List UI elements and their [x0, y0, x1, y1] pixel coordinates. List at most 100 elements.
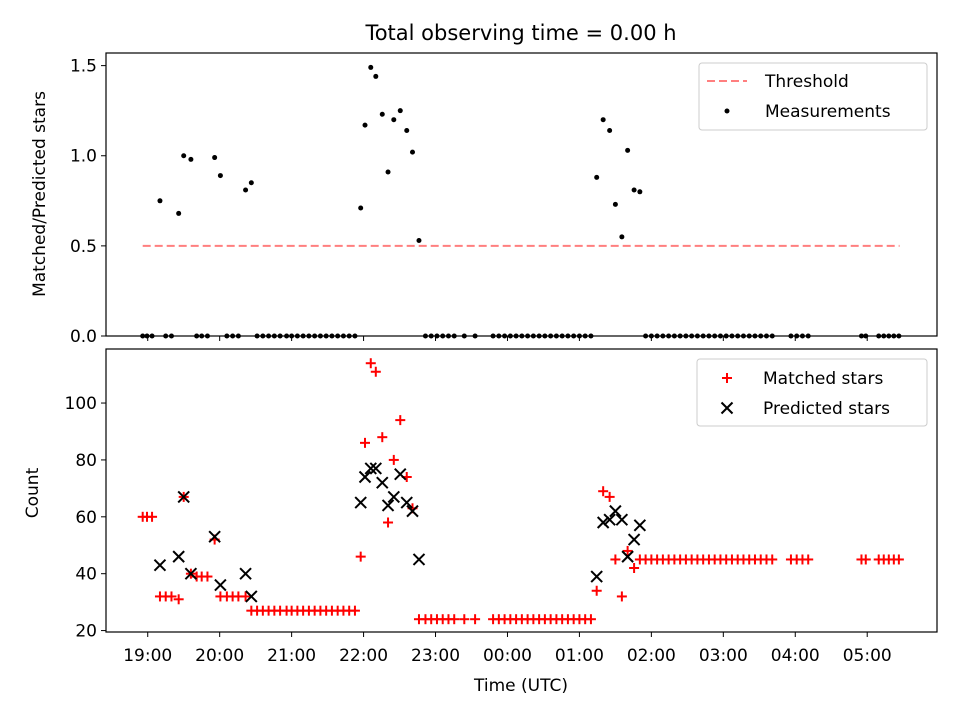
predicted-star-point: [358, 470, 372, 484]
predicted-star-point: [627, 533, 641, 546]
bottom-y-ticks: 20 40 60 80 100: [65, 394, 106, 642]
measurement-point: [312, 333, 318, 339]
predicted-star-point: [621, 550, 634, 563]
x-tick-label: 03:00: [699, 646, 748, 666]
x-b: [609, 504, 622, 518]
measurement-point: [519, 333, 525, 339]
matched-star-point: [860, 554, 871, 565]
measurement-point: [440, 333, 446, 339]
chart-title: Total observing time = 0.00 h: [364, 21, 676, 45]
x-b: [153, 558, 167, 572]
measurement-point: [858, 333, 864, 339]
x-axis-label: Time (UTC): [473, 676, 568, 696]
x-b: [376, 476, 389, 489]
x-b: [596, 516, 610, 529]
measurement-point: [502, 333, 508, 339]
y-tick-label: 1.0: [70, 147, 97, 167]
x-b: [358, 470, 372, 484]
x-b: [369, 462, 383, 475]
measurement-point: [588, 333, 594, 339]
measurement-point: [199, 333, 205, 339]
measurement-point: [677, 333, 683, 339]
matched-star-point: [622, 545, 633, 556]
predicted-star-point: [153, 558, 167, 572]
measurement-point: [876, 333, 882, 339]
measurement-point: [643, 333, 649, 339]
measurement-point: [594, 174, 600, 180]
matched-star-point: [383, 517, 394, 528]
measurement-point: [204, 333, 210, 339]
matched-star-point: [598, 486, 609, 497]
measurement-point: [536, 333, 542, 339]
matched-star-point: [591, 585, 602, 596]
y-tick-label: 0.0: [70, 327, 97, 347]
measurement-point: [740, 333, 746, 339]
measurement-point: [507, 333, 513, 339]
measurement-point: [428, 333, 434, 339]
measurement-point: [559, 333, 565, 339]
measurement-point: [553, 333, 559, 339]
measurement-point: [530, 333, 536, 339]
measurement-point: [266, 333, 272, 339]
measurement-point: [284, 333, 290, 339]
bottom-plot-frame: [105, 348, 938, 633]
predicted-star-point: [364, 462, 377, 475]
x-b: [406, 504, 419, 518]
legend-predicted-swatch: [720, 401, 734, 415]
predicted-star-point: [394, 467, 407, 481]
measurement-point: [706, 333, 712, 339]
measurement-point: [712, 333, 718, 339]
bottom-x-ticks: 19:00 20:00 21:00 22:00 23:00 00:00 01:00 02:00…: [123, 632, 892, 666]
measurement-point: [788, 333, 794, 339]
x-b: [387, 490, 400, 504]
measurement-point: [391, 117, 397, 123]
x-b: [633, 519, 647, 532]
matched-star-point: [616, 591, 627, 602]
x-tick-label: 00:00: [483, 646, 532, 666]
x-b: [603, 513, 616, 526]
legend-matched-marker: [722, 373, 732, 383]
matched-star-point: [388, 454, 399, 465]
measurement-point: [694, 333, 700, 339]
x-tick-label: 23:00: [411, 646, 460, 666]
measurement-point: [144, 333, 150, 339]
predicted-star-point: [633, 519, 647, 532]
measurement-point: [799, 333, 805, 339]
predicted-star-point: [596, 516, 610, 529]
measurement-point: [416, 237, 422, 243]
measurement-point: [758, 333, 764, 339]
measurement-point: [600, 117, 606, 123]
predicted-star-point: [387, 490, 400, 504]
measurement-point: [451, 333, 457, 339]
y-tick-label: 20: [75, 622, 97, 642]
measurement-point: [248, 180, 254, 186]
predicted-star-point: [208, 530, 221, 543]
predicted-star-point: [214, 578, 227, 592]
x-b: [184, 567, 198, 580]
measurement-point: [217, 173, 223, 179]
measurement-point: [163, 333, 169, 339]
measurement-point: [729, 333, 735, 339]
matched-star-point: [365, 358, 376, 369]
measurement-point: [358, 205, 364, 211]
matched-star-point: [240, 591, 251, 602]
measurement-point: [565, 333, 571, 339]
measurement-point: [752, 333, 758, 339]
measurement-point: [582, 333, 588, 339]
matched-star-point: [370, 366, 381, 377]
measurement-point: [700, 333, 706, 339]
bottom-series-points: [137, 358, 904, 625]
matched-star-point: [803, 554, 814, 565]
matched-star-point: [349, 605, 360, 616]
measurement-point: [631, 187, 637, 193]
x-b: [172, 550, 185, 563]
measurement-point: [260, 333, 266, 339]
matched-star-point: [147, 511, 158, 522]
measurement-point: [397, 108, 403, 114]
measurement-point: [230, 333, 236, 339]
measurement-point: [445, 333, 451, 339]
measurement-point: [612, 201, 618, 207]
top-legend-box: [698, 62, 928, 131]
top-y-ticks: 0.0 0.5 1.0 1.5: [70, 57, 106, 347]
